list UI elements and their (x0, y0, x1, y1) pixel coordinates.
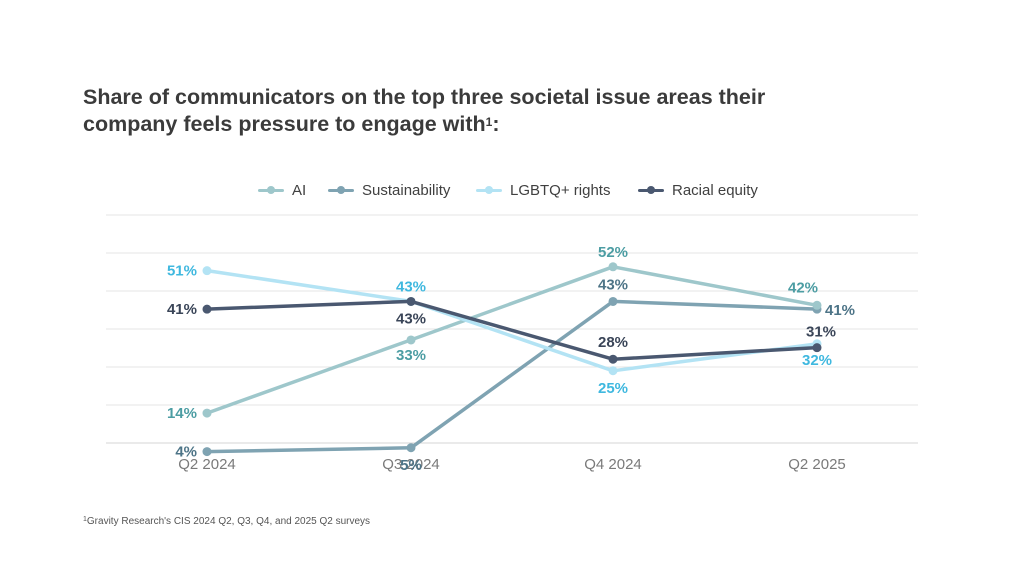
data-point-racial-equity (406, 296, 416, 306)
data-label-sustainability: 43% (598, 276, 628, 293)
data-point-racial-equity (608, 354, 618, 364)
data-label-racial-equity: 41% (167, 301, 197, 318)
series-line-racial-equity (205, 299, 819, 361)
legend-label-racial-equity: Racial equity (672, 181, 758, 199)
data-point-sustainability (608, 296, 618, 306)
x-tick-label: Q4 2024 (584, 456, 642, 473)
data-point-sustainability (202, 447, 212, 457)
chart-legend: AI Sustainability LGBTQ+ rights Racial e… (0, 180, 1024, 200)
data-label-ai: 42% (788, 279, 818, 296)
legend-item-sustainability: Sustainability (328, 180, 450, 200)
legend-label-ai: AI (292, 181, 307, 199)
data-point-lgbtq-rights (608, 366, 618, 376)
data-point-sustainability (406, 443, 416, 453)
x-tick-label: Q2 2025 (788, 456, 846, 473)
data-label-lgbtq-rights: 32% (802, 352, 832, 369)
series-line-ai (205, 265, 819, 415)
data-point-ai (406, 335, 416, 345)
data-point-lgbtq-rights (202, 266, 212, 276)
series-line-sustainability (205, 299, 819, 454)
data-label-sustainability: 41% (825, 302, 855, 319)
footnote-text: Gravity Research's CIS 2024 Q2, Q3, Q4, … (86, 516, 371, 527)
legend-label-sustainability: Sustainability (362, 181, 451, 199)
legend-item-ai: AI (258, 180, 306, 200)
legend-swatch-ai (258, 186, 284, 194)
data-label-ai: 33% (396, 347, 426, 364)
data-label-ai: 52% (598, 244, 628, 261)
footnote-marker: 1 (83, 516, 87, 523)
data-label-sustainability: 4% (175, 444, 197, 461)
legend-item-lgbtq-rights: LGBTQ+ rights (476, 180, 610, 200)
legend-label-lgbtq-rights: LGBTQ+ rights (510, 181, 611, 199)
data-label-racial-equity: 43% (396, 310, 426, 327)
data-label-lgbtq-rights: 43% (396, 278, 426, 295)
data-label-racial-equity: 28% (598, 334, 628, 351)
data-label-lgbtq-rights: 51% (167, 263, 197, 280)
legend-swatch-racial-equity (638, 186, 664, 194)
data-point-racial-equity (202, 304, 212, 314)
series-line-lgbtq-rights (205, 268, 819, 373)
legend-swatch-lgbtq-rights (476, 186, 502, 194)
title-footnote-marker: 1 (485, 115, 493, 129)
data-label-ai: 14% (167, 405, 197, 422)
data-label-sustainability: 5% (400, 457, 422, 474)
legend-item-racial-equity: Racial equity (638, 180, 758, 200)
footnote: 1Gravity Research's CIS 2024 Q2, Q3, Q4,… (83, 516, 370, 527)
chart-title: Share of communicators on the top three … (83, 85, 766, 136)
x-tick-label: Q3 2024 (382, 456, 440, 473)
data-label-lgbtq-rights: 25% (598, 380, 628, 397)
data-label-racial-equity: 31% (806, 324, 836, 341)
data-point-ai (608, 262, 618, 272)
data-point-ai (202, 408, 212, 418)
data-point-ai (812, 300, 822, 310)
x-tick-label: Q2 2024 (178, 456, 236, 473)
data-point-racial-equity (812, 343, 822, 353)
legend-swatch-sustainability (328, 186, 354, 194)
